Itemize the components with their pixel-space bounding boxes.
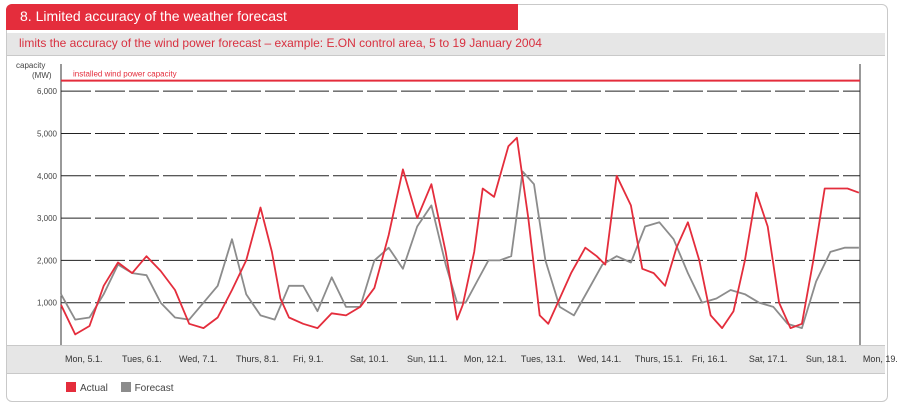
x-tick-label: Sun, 18.1. — [806, 354, 847, 364]
y-tick-label: 2,000 — [37, 256, 58, 265]
x-tick-label: Sat, 17.1. — [749, 354, 788, 364]
capacity-reference: installed wind power capacity — [61, 70, 860, 82]
x-tick-label: Wed, 7.1. — [179, 354, 217, 364]
y-tick-label: 4,000 — [37, 172, 58, 181]
x-tick-label: Fri, 9.1. — [293, 354, 324, 364]
legend: Actual Forecast — [66, 382, 183, 394]
x-tick-labels: Mon, 5.1. Tues, 6.1. Wed, 7.1. Thurs, 8.1. F… — [65, 354, 897, 364]
legend-swatch-forecast — [120, 382, 131, 392]
x-tick-label: Sun, 11.1. — [407, 354, 447, 364]
gridlines — [60, 64, 861, 345]
legend-label-forecast: Forecast — [134, 383, 174, 394]
legend-item-actual: Actual — [66, 382, 108, 394]
chart-title: 8. Limited accuracy of the weather forec… — [20, 8, 287, 24]
x-tick-label: Mon, 12.1. — [464, 354, 507, 364]
legend-item-forecast: Forecast — [120, 382, 174, 394]
subtitle-bar: limits the accuracy of the wind power fo… — [7, 33, 885, 56]
y-tick-labels: 1,000 2,000 3,000 4,000 5,000 6,000 — [37, 87, 58, 308]
x-tick-label: Wed, 14.1. — [578, 354, 621, 364]
x-tick-label: Tues, 13.1. — [521, 354, 566, 364]
title-bar: 8. Limited accuracy of the weather forec… — [6, 4, 518, 30]
legend-label-actual: Actual — [80, 383, 108, 394]
x-tick-label: Tues, 6.1. — [122, 354, 162, 364]
capacity-line-label: installed wind power capacity — [73, 70, 177, 79]
x-tick-label: Thurs, 15.1. — [635, 354, 683, 364]
chart-subtitle: limits the accuracy of the wind power fo… — [19, 36, 542, 50]
y-axis-label-line2: (MW) — [32, 71, 52, 80]
series-line-actual — [60, 136, 860, 336]
x-tick-label: Fri, 16.1. — [692, 354, 728, 364]
y-axis-label-line1: capacity — [16, 61, 45, 70]
y-tick-label: 1,000 — [37, 299, 58, 308]
chart-frame — [6, 4, 888, 402]
x-tick-label: Sat, 10.1. — [350, 354, 389, 364]
x-tick-label: Thurs, 8.1. — [236, 354, 279, 364]
x-tick-label: Mon, 19.1. — [863, 354, 897, 364]
x-axis-band — [7, 345, 885, 374]
y-tick-label: 5,000 — [37, 129, 58, 138]
data-series — [60, 136, 860, 336]
y-tick-label: 6,000 — [37, 87, 58, 96]
legend-swatch-actual — [66, 382, 76, 392]
x-tick-label: Mon, 5.1. — [65, 354, 103, 364]
y-tick-label: 3,000 — [37, 214, 58, 223]
series-line-forecast — [60, 170, 859, 330]
